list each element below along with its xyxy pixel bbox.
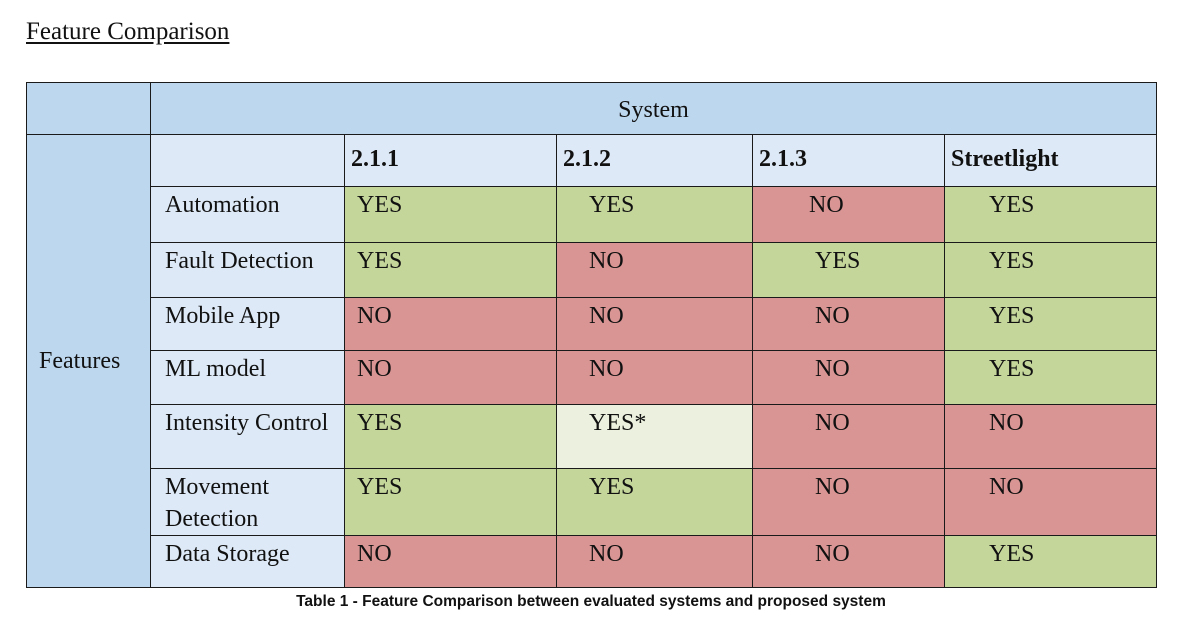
table-row: Intensity Control YES YES* NO NO <box>27 404 1158 469</box>
value-cell: NO <box>943 404 1158 469</box>
value-cell: NO <box>556 350 753 405</box>
table-row: Data Storage NO NO NO YES <box>27 535 1158 588</box>
value-cell: YES <box>943 242 1158 298</box>
value-cell: YES <box>943 535 1158 588</box>
system-header-row: System <box>26 82 1158 135</box>
value-cell: YES <box>344 186 557 243</box>
value-cell: YES <box>556 468 753 536</box>
value-cell: NO <box>752 468 945 536</box>
feature-label: Data Storage <box>150 535 345 588</box>
value-cell: YES <box>752 242 945 298</box>
value-cell: YES <box>556 186 753 243</box>
features-row-header: Features <box>26 134 151 588</box>
system-group-header: System <box>149 82 1158 135</box>
value-cell: YES <box>943 297 1158 351</box>
column-header: 2.1.1 <box>344 134 557 187</box>
feature-label: ML model <box>150 350 345 405</box>
value-cell: NO <box>752 186 945 243</box>
page-heading: Feature Comparison <box>26 18 230 45</box>
value-cell: YES <box>943 350 1158 405</box>
value-cell: YES <box>344 242 557 298</box>
corner-cell <box>26 82 151 135</box>
column-header: 2.1.3 <box>752 134 945 187</box>
feature-label: Mobile App <box>150 297 345 351</box>
feature-comparison-table: System Features 2.1.1 2.1.2 2.1.3 Street… <box>26 82 1158 588</box>
value-cell: NO <box>943 468 1158 536</box>
table-row: Automation YES YES NO YES <box>27 186 1158 243</box>
value-cell: NO <box>752 297 945 351</box>
feature-label: Intensity Control <box>150 404 345 469</box>
column-header: 2.1.2 <box>556 134 753 187</box>
table-caption: Table 1 - Feature Comparison between eva… <box>296 593 886 610</box>
value-cell: NO <box>344 535 557 588</box>
value-cell: YES <box>943 186 1158 243</box>
value-cell: NO <box>556 297 753 351</box>
value-cell: NO <box>752 404 945 469</box>
value-cell: NO <box>344 297 557 351</box>
value-cell: NO <box>556 242 753 298</box>
table-row: Fault Detection YES NO YES YES <box>27 242 1158 298</box>
value-cell: NO <box>556 535 753 588</box>
column-header: Streetlight <box>943 134 1158 187</box>
value-cell: YES <box>344 468 557 536</box>
table-row: ML model NO NO NO YES <box>27 350 1158 405</box>
feature-label: Movement Detection <box>150 468 345 536</box>
value-cell: YES <box>344 404 557 469</box>
feature-label: Automation <box>150 186 345 243</box>
column-header-blank <box>150 134 345 187</box>
value-cell: YES* <box>556 404 753 469</box>
column-header-row: Features 2.1.1 2.1.2 2.1.3 Streetlight <box>26 134 1158 588</box>
value-cell: NO <box>752 535 945 588</box>
feature-label: Fault Detection <box>150 242 345 298</box>
table-row: Movement Detection YES YES NO NO <box>27 468 1158 536</box>
table-row: Mobile App NO NO NO YES <box>27 297 1158 351</box>
value-cell: NO <box>752 350 945 405</box>
value-cell: NO <box>344 350 557 405</box>
